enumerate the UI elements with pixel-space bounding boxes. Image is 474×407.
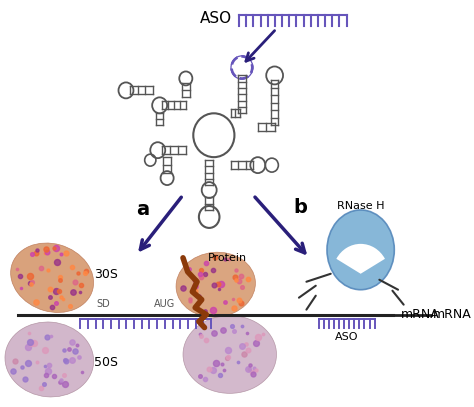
Text: Protein: Protein <box>208 253 247 263</box>
Text: ASO: ASO <box>200 11 232 26</box>
Text: ASO: ASO <box>335 332 358 341</box>
Text: SD: SD <box>97 299 110 309</box>
Ellipse shape <box>176 252 255 317</box>
Ellipse shape <box>5 322 94 397</box>
Wedge shape <box>346 252 376 272</box>
Ellipse shape <box>183 315 276 393</box>
Text: AUG: AUG <box>154 299 175 309</box>
Text: 50S: 50S <box>94 356 118 369</box>
Ellipse shape <box>327 210 394 290</box>
Text: 30S: 30S <box>94 268 118 281</box>
Ellipse shape <box>10 243 93 313</box>
Text: mRNA: mRNA <box>401 308 439 321</box>
Text: RNase H: RNase H <box>337 201 384 211</box>
Text: b: b <box>293 199 307 217</box>
Text: a: a <box>136 201 149 219</box>
Text: mRNA: mRNA <box>433 308 471 321</box>
Circle shape <box>232 57 252 79</box>
Wedge shape <box>337 244 385 274</box>
